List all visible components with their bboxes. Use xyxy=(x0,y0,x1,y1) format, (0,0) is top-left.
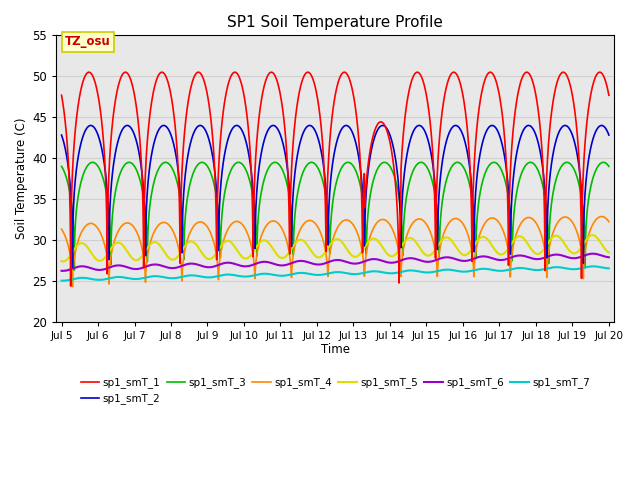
sp1_smT_7 xyxy=(595,264,602,270)
sp1_smT_7 xyxy=(58,278,65,284)
sp1_smT_2 xyxy=(598,122,605,128)
sp1_smT_4 xyxy=(595,215,602,220)
sp1_smT_5 xyxy=(58,258,65,264)
sp1_smT_7 xyxy=(605,265,612,271)
sp1_smT_5 xyxy=(595,237,602,242)
sp1_smT_5 xyxy=(120,244,128,250)
sp1_smT_5 xyxy=(589,232,596,238)
sp1_smT_7 xyxy=(120,275,128,280)
sp1_smT_1 xyxy=(536,117,543,122)
sp1_smT_4 xyxy=(598,214,605,219)
sp1_smT_4 xyxy=(120,221,128,227)
sp1_smT_4 xyxy=(605,219,612,225)
Line: sp1_smT_3: sp1_smT_3 xyxy=(61,162,609,270)
sp1_smT_3 xyxy=(120,163,128,168)
sp1_smT_6 xyxy=(595,252,602,257)
Line: sp1_smT_4: sp1_smT_4 xyxy=(61,216,609,287)
sp1_smT_6 xyxy=(291,259,299,264)
sp1_smT_4 xyxy=(291,241,299,247)
sp1_smT_7 xyxy=(536,267,543,273)
sp1_smT_7 xyxy=(291,271,299,276)
sp1_smT_6 xyxy=(58,268,65,274)
sp1_smT_2 xyxy=(595,124,602,130)
Line: sp1_smT_5: sp1_smT_5 xyxy=(61,235,609,262)
sp1_smT_2 xyxy=(268,123,275,129)
sp1_smT_4 xyxy=(68,284,76,289)
sp1_smT_1 xyxy=(268,69,275,75)
sp1_smT_1 xyxy=(153,77,161,83)
sp1_smT_3 xyxy=(595,163,602,169)
Y-axis label: Soil Temperature (C): Soil Temperature (C) xyxy=(15,118,28,240)
sp1_smT_3 xyxy=(605,164,612,169)
sp1_smT_6 xyxy=(153,262,161,267)
sp1_smT_7 xyxy=(59,278,67,284)
sp1_smT_1 xyxy=(67,283,74,289)
X-axis label: Time: Time xyxy=(321,343,349,356)
sp1_smT_2 xyxy=(536,144,543,150)
sp1_smT_4 xyxy=(268,218,275,224)
sp1_smT_3 xyxy=(70,267,78,273)
sp1_smT_1 xyxy=(58,92,65,98)
sp1_smT_6 xyxy=(120,264,128,269)
sp1_smT_6 xyxy=(59,268,67,274)
Line: sp1_smT_7: sp1_smT_7 xyxy=(61,266,609,281)
sp1_smT_1 xyxy=(595,70,602,76)
sp1_smT_5 xyxy=(605,250,612,255)
sp1_smT_1 xyxy=(291,116,299,122)
sp1_smT_2 xyxy=(605,132,612,138)
sp1_smT_5 xyxy=(268,244,275,250)
sp1_smT_4 xyxy=(58,226,65,232)
sp1_smT_3 xyxy=(600,159,607,165)
sp1_smT_3 xyxy=(58,164,65,169)
sp1_smT_2 xyxy=(153,132,161,137)
sp1_smT_6 xyxy=(605,254,612,260)
sp1_smT_1 xyxy=(605,92,612,98)
sp1_smT_2 xyxy=(58,132,65,138)
Line: sp1_smT_2: sp1_smT_2 xyxy=(61,125,609,267)
sp1_smT_5 xyxy=(153,240,161,245)
sp1_smT_1 xyxy=(120,70,128,75)
sp1_smT_4 xyxy=(536,227,543,232)
sp1_smT_2 xyxy=(68,264,76,270)
sp1_smT_3 xyxy=(291,207,299,213)
sp1_smT_5 xyxy=(536,251,543,256)
sp1_smT_7 xyxy=(268,272,275,277)
Legend: sp1_smT_1, sp1_smT_2, sp1_smT_3, sp1_smT_4, sp1_smT_5, sp1_smT_6, sp1_smT_7: sp1_smT_1, sp1_smT_2, sp1_smT_3, sp1_smT… xyxy=(77,373,594,408)
sp1_smT_5 xyxy=(291,240,299,246)
sp1_smT_3 xyxy=(153,170,161,176)
sp1_smT_5 xyxy=(60,259,67,264)
sp1_smT_6 xyxy=(589,251,596,256)
Line: sp1_smT_6: sp1_smT_6 xyxy=(61,253,609,271)
Title: SP1 Soil Temperature Profile: SP1 Soil Temperature Profile xyxy=(227,15,443,30)
sp1_smT_6 xyxy=(268,260,275,266)
Text: TZ_osu: TZ_osu xyxy=(65,35,111,48)
sp1_smT_2 xyxy=(291,167,299,172)
sp1_smT_3 xyxy=(536,170,543,176)
sp1_smT_1 xyxy=(596,69,604,75)
sp1_smT_3 xyxy=(268,161,275,167)
sp1_smT_7 xyxy=(589,264,597,269)
sp1_smT_2 xyxy=(120,124,128,130)
sp1_smT_4 xyxy=(153,225,161,230)
sp1_smT_6 xyxy=(536,256,543,262)
Line: sp1_smT_1: sp1_smT_1 xyxy=(61,72,609,286)
sp1_smT_7 xyxy=(153,273,161,279)
